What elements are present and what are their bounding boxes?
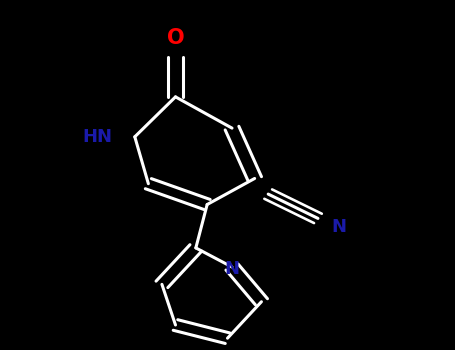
Text: N: N <box>224 260 239 278</box>
Text: O: O <box>167 28 184 48</box>
Text: N: N <box>332 218 347 236</box>
Text: HN: HN <box>82 128 112 146</box>
